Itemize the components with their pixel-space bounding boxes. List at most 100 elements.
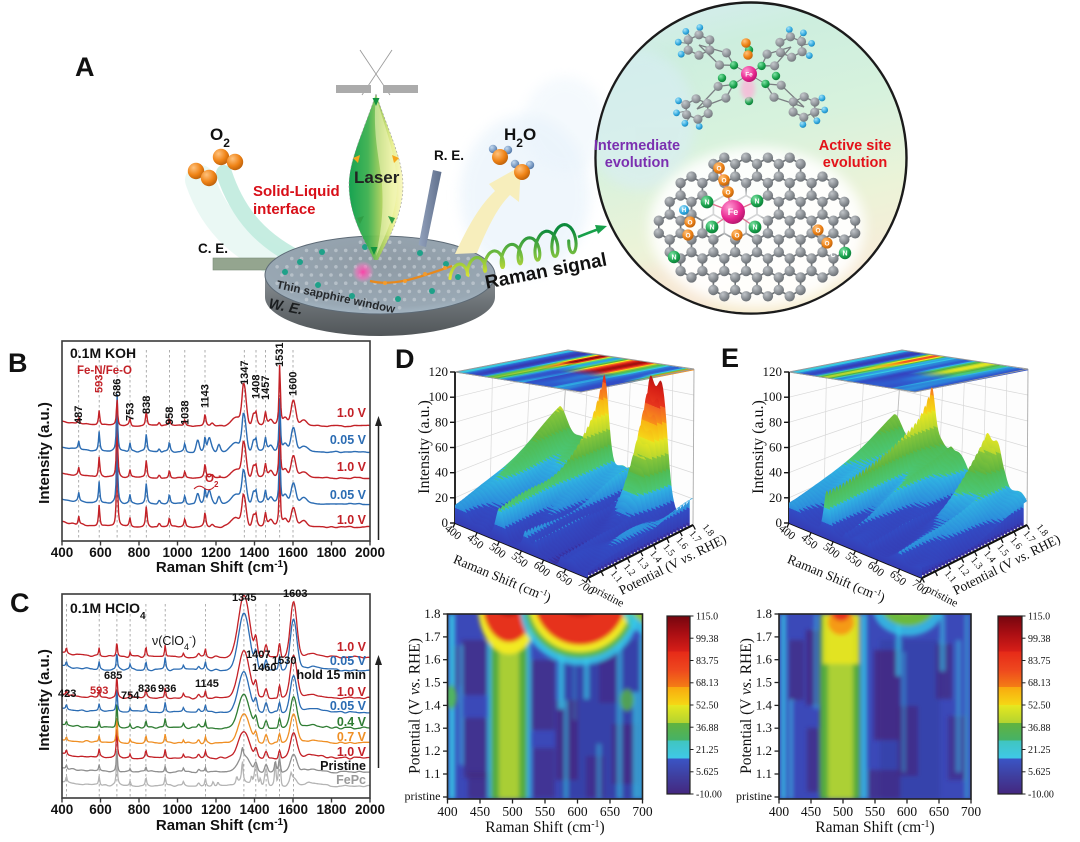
- svg-text:1.4: 1.4: [756, 697, 773, 712]
- svg-text:C. E.: C. E.: [198, 241, 228, 256]
- svg-text:115.0: 115.0: [1028, 612, 1050, 623]
- svg-text:O: O: [824, 240, 829, 247]
- svg-text:593: 593: [94, 375, 106, 393]
- svg-text:1600: 1600: [288, 372, 300, 396]
- svg-text:115.0: 115.0: [696, 612, 718, 623]
- svg-text:0.1M KOH: 0.1M KOH: [70, 345, 136, 361]
- svg-text:1143: 1143: [200, 384, 212, 408]
- svg-text:0.4 V: 0.4 V: [337, 715, 367, 729]
- svg-text:5.625: 5.625: [696, 767, 719, 778]
- svg-text:1000: 1000: [162, 802, 192, 817]
- svg-text:800: 800: [128, 802, 151, 817]
- svg-text:20: 20: [435, 490, 448, 505]
- svg-text:36.88: 36.88: [696, 723, 719, 734]
- svg-text:1.3: 1.3: [756, 720, 772, 735]
- svg-text:1.6: 1.6: [424, 652, 441, 667]
- svg-text:450: 450: [470, 804, 491, 819]
- svg-text:1.6: 1.6: [756, 652, 773, 667]
- svg-text:80: 80: [769, 414, 782, 429]
- svg-text:754: 754: [121, 690, 140, 702]
- svg-text:O: O: [734, 232, 739, 239]
- svg-text:Fe-N/Fe-O: Fe-N/Fe-O: [77, 365, 132, 377]
- svg-text:600: 600: [89, 545, 112, 560]
- svg-text:Active site: Active site: [819, 138, 892, 154]
- svg-text:N: N: [671, 255, 676, 262]
- svg-text:1.2: 1.2: [756, 743, 772, 758]
- svg-text:O: O: [721, 177, 726, 184]
- svg-text:1600: 1600: [278, 802, 308, 817]
- svg-text:N: N: [704, 200, 709, 207]
- svg-text:400: 400: [51, 802, 74, 817]
- svg-text:O: O: [725, 189, 730, 196]
- svg-text:1600: 1600: [278, 545, 308, 560]
- svg-text:550: 550: [535, 804, 556, 819]
- svg-text:68.13: 68.13: [696, 678, 719, 689]
- svg-text:N: N: [754, 199, 759, 206]
- svg-text:1.7: 1.7: [756, 629, 773, 644]
- svg-text:1.7: 1.7: [424, 629, 441, 644]
- svg-text:Solid-Liquid: Solid-Liquid: [253, 183, 340, 200]
- svg-text:B: B: [8, 348, 28, 378]
- svg-text:1038: 1038: [179, 401, 191, 425]
- svg-text:interface: interface: [253, 201, 316, 218]
- svg-text:evolution: evolution: [823, 155, 887, 171]
- svg-text:N: N: [752, 225, 757, 232]
- svg-text:N: N: [709, 225, 714, 232]
- svg-text:Raman Shift (cm-1): Raman Shift (cm-1): [485, 819, 604, 837]
- svg-text:1.0 V: 1.0 V: [337, 513, 367, 527]
- svg-text:FePc: FePc: [336, 773, 366, 787]
- svg-text:700: 700: [632, 804, 653, 819]
- svg-text:100: 100: [763, 389, 783, 404]
- svg-text:685: 685: [104, 670, 122, 682]
- svg-text:2000: 2000: [355, 802, 385, 817]
- svg-text:O: O: [685, 232, 690, 239]
- svg-text:Intensity (a.u.): Intensity (a.u.): [36, 649, 53, 751]
- svg-text:Pristine: Pristine: [320, 759, 366, 773]
- svg-text:450: 450: [801, 804, 822, 819]
- svg-text:D: D: [395, 344, 415, 374]
- svg-text:1.5: 1.5: [424, 675, 440, 690]
- svg-text:686: 686: [112, 379, 124, 397]
- svg-text:N: N: [842, 251, 847, 258]
- svg-text:1.4: 1.4: [424, 697, 441, 712]
- svg-text:0.05 V: 0.05 V: [330, 699, 367, 713]
- svg-text:936: 936: [158, 683, 176, 695]
- svg-text:1000: 1000: [162, 545, 192, 560]
- svg-text:1407: 1407: [246, 649, 270, 661]
- svg-text:5.625: 5.625: [1028, 767, 1051, 778]
- svg-text:593: 593: [90, 685, 108, 697]
- svg-text:40: 40: [769, 465, 782, 480]
- svg-text:1.8: 1.8: [756, 606, 772, 621]
- svg-text:423: 423: [58, 688, 76, 700]
- svg-text:1.0 V: 1.0 V: [337, 640, 367, 654]
- svg-text:700: 700: [961, 804, 982, 819]
- svg-text:21.25: 21.25: [696, 745, 719, 756]
- svg-text:1400: 1400: [239, 802, 269, 817]
- svg-text:Raman Shift (cm-1): Raman Shift (cm-1): [156, 817, 288, 835]
- svg-text:1.0 V: 1.0 V: [337, 406, 367, 420]
- svg-text:Intensity (a.u.): Intensity (a.u.): [36, 402, 53, 504]
- svg-text:838: 838: [141, 396, 153, 414]
- svg-text:600: 600: [89, 802, 112, 817]
- svg-text:600: 600: [897, 804, 918, 819]
- svg-text:Intensity (a.u.): Intensity (a.u.): [416, 400, 433, 494]
- svg-text:650: 650: [600, 804, 621, 819]
- svg-text:-10.00: -10.00: [1028, 790, 1054, 801]
- svg-text:1800: 1800: [316, 545, 346, 560]
- svg-text:0.05 V: 0.05 V: [330, 654, 367, 668]
- svg-text:487: 487: [73, 406, 85, 424]
- svg-text:Potential (V vs. RHE): Potential (V vs. RHE): [407, 638, 424, 774]
- svg-text:650: 650: [929, 804, 950, 819]
- svg-text:99.38: 99.38: [696, 634, 719, 645]
- svg-text:0: 0: [776, 515, 783, 530]
- svg-text:2000: 2000: [355, 545, 385, 560]
- svg-text:H: H: [682, 208, 686, 214]
- svg-text:60: 60: [769, 440, 782, 455]
- svg-text:Intermediate: Intermediate: [594, 138, 680, 154]
- svg-text:A: A: [75, 52, 95, 82]
- svg-text:1345: 1345: [232, 592, 256, 604]
- svg-text:1408: 1408: [251, 375, 263, 399]
- svg-text:E: E: [721, 343, 739, 373]
- svg-text:pristine: pristine: [405, 789, 441, 803]
- svg-text:0.05 V: 0.05 V: [330, 488, 367, 502]
